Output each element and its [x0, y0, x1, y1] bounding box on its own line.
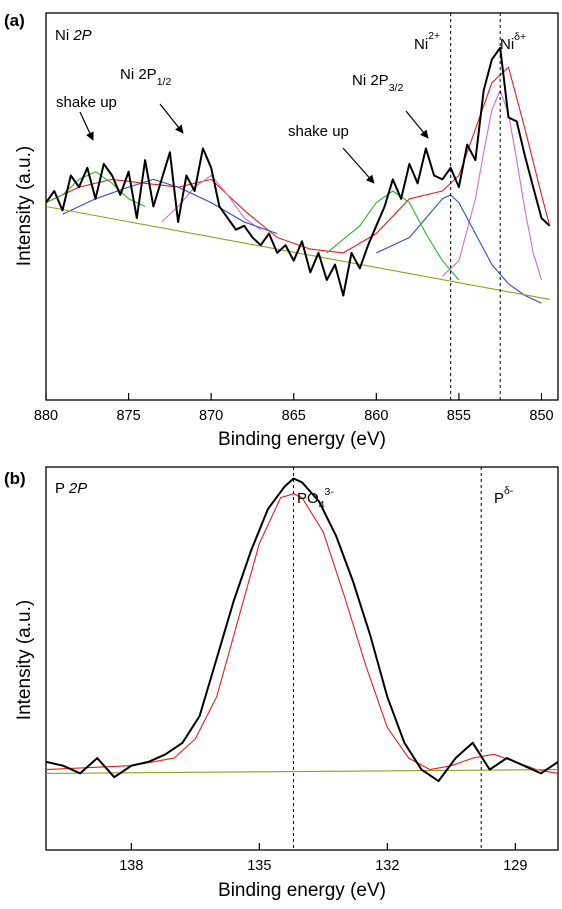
shake-up-label-1: shake up [56, 94, 117, 111]
panel-b-label: P 2P [55, 480, 87, 497]
panel-a-x-tick-label: 855 [447, 408, 471, 424]
panel-a-label: Ni 2P [55, 27, 92, 44]
panel-a: (a) Ni 2P 880 875 870 865 860 855 850 Ni2+ Niδ… [4, 11, 559, 450]
panel-a-x-ticks: 880 875 870 865 860 855 850 [34, 393, 554, 424]
panel-a-x-title: Binding energy (eV) [218, 429, 386, 450]
panel-a-spectrum-line [46, 46, 551, 297]
panel-a-x-tick-label: 860 [364, 408, 388, 424]
ni2p12-label: Ni 2P1/2 [120, 66, 171, 88]
panel-b-x-tick-label: 135 [247, 858, 271, 874]
panel-b-fit-baseline [46, 769, 558, 774]
panel-b-x-tick-label: 132 [375, 858, 399, 874]
ni2p32-label: Ni 2P3/2 [352, 72, 403, 94]
shake-up-label-2: shake up [288, 123, 349, 140]
panel-a-x-tick-label: 850 [529, 408, 553, 424]
panel-a-fit-peak-852-5 [442, 89, 543, 281]
pdelta-label: Pδ- [494, 485, 514, 507]
panel-b: (b) P 2P 138 135 132 129 PO43- Pδ- Binding … [4, 466, 559, 901]
shake-up-arrow-1 [79, 111, 94, 141]
panel-a-fit-peak-870 [161, 174, 262, 231]
panel-b-reference-lines [292, 467, 482, 850]
panel-b-x-tick-label: 129 [503, 858, 527, 874]
ni2plus-label: Ni2+ [414, 30, 440, 53]
panel-a-x-tick-label: 870 [199, 408, 223, 424]
panel-b-x-tick-label: 138 [119, 858, 143, 874]
po4-label: PO43- [297, 486, 334, 511]
ni2p32-arrow [405, 110, 429, 139]
panel-a-fit-peak-859 [326, 190, 460, 281]
panel-a-fit-peak-877 [46, 171, 146, 207]
panel-a-y-title: Intensity (a.u.) [14, 146, 35, 266]
panel-a-reference-lines [450, 13, 501, 400]
panel-a-x-tick-label: 865 [282, 408, 306, 424]
panel-b-tag: (b) [4, 469, 26, 488]
panel-a-fit-envelope [46, 66, 551, 254]
panel-a-x-tick-label: 880 [34, 408, 58, 424]
shake-up-arrow-2 [342, 147, 375, 184]
panel-b-frame [45, 466, 559, 851]
panel-b-fit-envelope [46, 493, 558, 774]
panel-b-spectrum-line [46, 477, 558, 783]
panel-b-spectrum [46, 477, 558, 783]
panel-a-fit-components [46, 66, 551, 304]
panel-a-fit-peak-873-5 [62, 178, 278, 235]
panel-a-x-tick-label: 875 [116, 408, 140, 424]
panel-a-fit-peak-855-5 [376, 194, 542, 304]
panel-a-tag: (a) [4, 11, 25, 30]
panel-b-x-title: Binding energy (eV) [218, 880, 386, 901]
panel-b-fit-components [46, 493, 558, 774]
panel-a-spectrum [46, 46, 551, 297]
nidelta-label: Niδ+ [500, 31, 526, 53]
panel-b-y-title: Intensity (a.u.) [14, 600, 35, 720]
ni2p12-arrow [159, 103, 184, 134]
panel-b-x-ticks: 138 135 132 129 [119, 843, 527, 874]
